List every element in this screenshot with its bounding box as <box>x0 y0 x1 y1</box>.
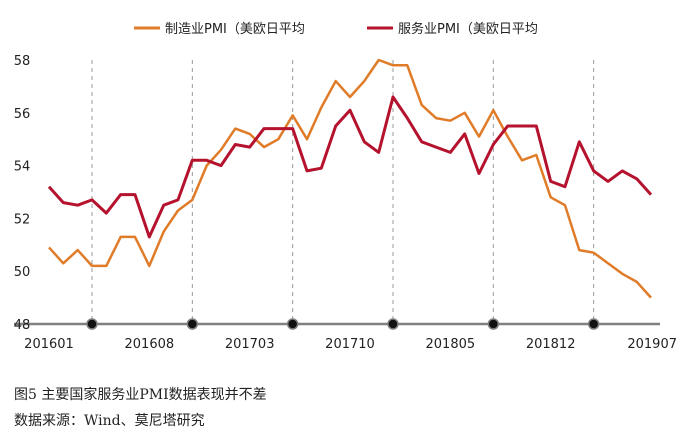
figure-caption: 图5 主要国家服务业PMI数据表现并不差 <box>14 387 267 403</box>
x-tick-label: 201703 <box>225 337 275 352</box>
x-tick-label: 201907 <box>627 337 677 352</box>
y-tick-label: 50 <box>14 265 31 280</box>
series-line-manufacturing <box>48 58 652 299</box>
x-tick-label: 201710 <box>325 337 375 352</box>
data-source-note: 数据来源：Wind、莫尼塔研究 <box>14 413 205 429</box>
series-lines <box>47 58 653 299</box>
chart-legend: 制造业PMI（美欧日平均 服务业PMI（美欧日平均 <box>134 21 538 37</box>
y-tick-label: 48 <box>14 318 31 333</box>
series-line-services <box>47 95 653 239</box>
axis-marker-3 <box>387 318 399 330</box>
x-tick-label: 201812 <box>526 337 576 352</box>
x-tick-label: 201601 <box>24 337 74 352</box>
axis-marker-1 <box>186 318 199 330</box>
axis-marker-0 <box>86 318 98 330</box>
y-tick-label: 56 <box>14 107 31 122</box>
pmi-line-chart: 制造业PMI（美欧日平均 服务业PMI（美欧日平均 48 50 52 54 56 58 2… <box>14 21 677 352</box>
x-axis-tick-labels: 201601 201608 201703 201710 201805 201812 2019… <box>24 337 677 352</box>
axis-marker-4 <box>487 318 500 330</box>
vertical-gridlines <box>91 60 595 324</box>
axis-markers <box>86 318 600 330</box>
x-tick-label: 201608 <box>125 337 175 352</box>
y-tick-label: 58 <box>14 54 31 69</box>
y-axis-tick-labels: 48 50 52 54 56 58 <box>14 54 31 333</box>
y-tick-label: 54 <box>14 160 31 175</box>
x-tick-label: 201805 <box>426 337 476 352</box>
y-tick-label: 52 <box>14 212 31 227</box>
legend-label-services: 服务业PMI（美欧日平均 <box>398 21 538 37</box>
axis-marker-5 <box>587 318 600 330</box>
legend-label-manufacturing: 制造业PMI（美欧日平均 <box>165 22 305 37</box>
axis-marker-2 <box>286 318 299 330</box>
